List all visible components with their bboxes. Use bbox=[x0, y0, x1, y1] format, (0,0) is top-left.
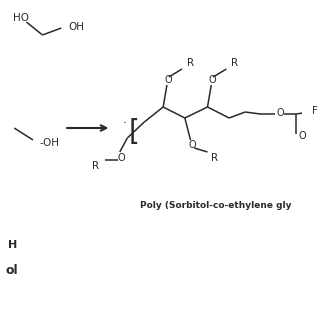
Text: O: O bbox=[118, 153, 125, 163]
Text: O: O bbox=[188, 140, 196, 150]
Text: H: H bbox=[8, 240, 17, 250]
Text: O: O bbox=[164, 75, 172, 85]
Text: [: [ bbox=[128, 118, 139, 146]
Text: O: O bbox=[299, 131, 307, 141]
Text: HO: HO bbox=[13, 13, 29, 23]
Text: R: R bbox=[212, 153, 219, 163]
Text: ol: ol bbox=[6, 263, 18, 276]
Text: O: O bbox=[208, 75, 216, 85]
Text: R: R bbox=[92, 161, 99, 171]
Text: ·: · bbox=[123, 117, 126, 131]
Text: R: R bbox=[187, 58, 194, 68]
Text: -OH: -OH bbox=[40, 138, 60, 148]
Text: O: O bbox=[276, 108, 284, 118]
Text: OH: OH bbox=[69, 22, 85, 32]
Text: F: F bbox=[312, 106, 318, 116]
Text: R: R bbox=[231, 58, 238, 68]
Text: Poly (Sorbitol-co-ethylene gly: Poly (Sorbitol-co-ethylene gly bbox=[140, 201, 291, 210]
